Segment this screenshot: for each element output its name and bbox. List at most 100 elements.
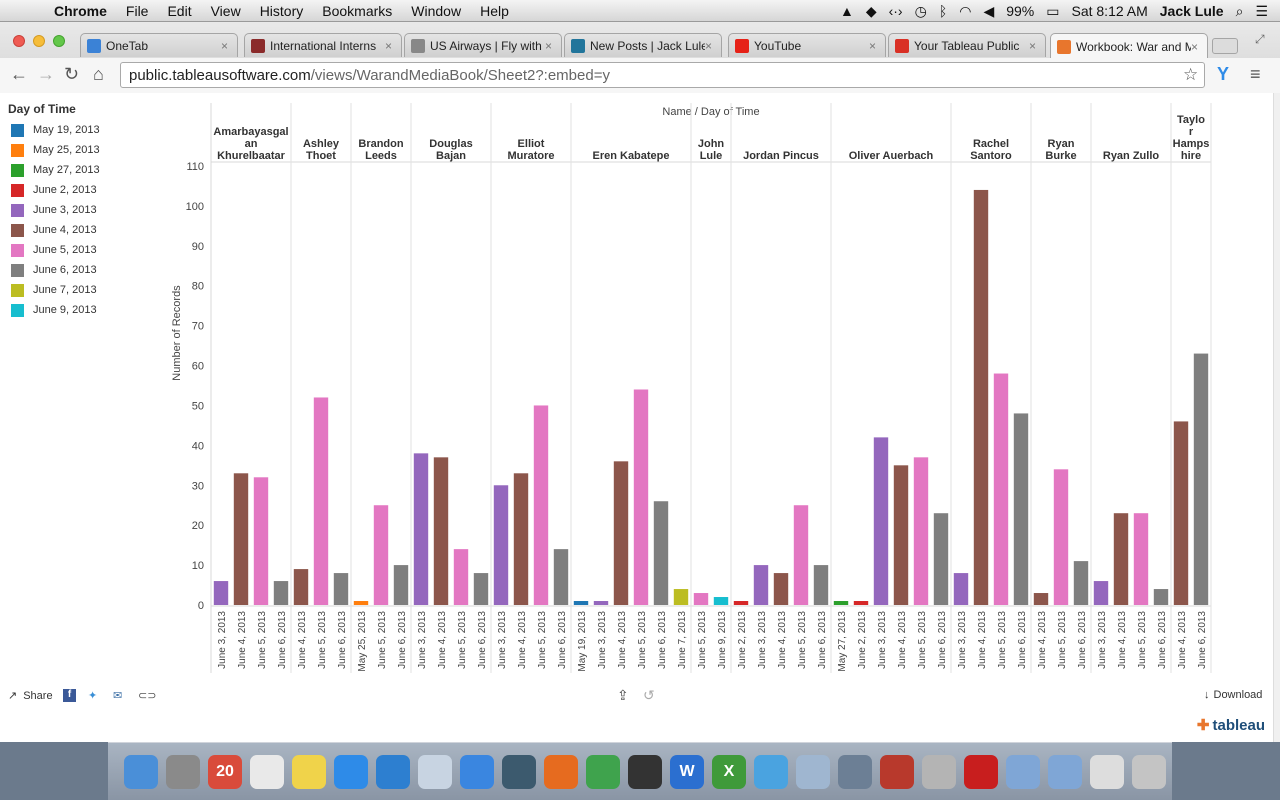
home-icon[interactable]: ⌂: [93, 64, 104, 84]
code-icon[interactable]: ‹·›: [888, 3, 903, 19]
forward-icon[interactable]: →: [37, 64, 55, 84]
bar[interactable]: [853, 601, 869, 605]
bar[interactable]: [973, 189, 989, 605]
link-icon[interactable]: ⊂⊃: [138, 690, 157, 702]
close-window-button[interactable]: [13, 35, 25, 47]
bar[interactable]: [1073, 561, 1089, 605]
user-name[interactable]: Jack Lule: [1159, 3, 1224, 19]
bar[interactable]: [1013, 413, 1029, 605]
tableau-logo[interactable]: ✚ tableau: [1197, 716, 1265, 734]
clock[interactable]: Sat 8:12 AM: [1071, 3, 1148, 19]
bar[interactable]: [913, 457, 929, 605]
folder-icon[interactable]: [1006, 754, 1040, 789]
spotlight-icon[interactable]: ⌕: [1235, 2, 1244, 19]
notification-center-icon[interactable]: ☰: [1255, 2, 1268, 19]
trash-icon[interactable]: [1132, 754, 1166, 789]
tab-close-icon[interactable]: ×: [385, 38, 393, 53]
bar[interactable]: [793, 505, 809, 605]
photo-booth-icon[interactable]: [880, 754, 914, 789]
bar[interactable]: [513, 473, 529, 605]
export-icon[interactable]: ⇪: [617, 687, 629, 703]
bar[interactable]: [313, 397, 329, 605]
bar[interactable]: [233, 473, 249, 605]
browser-tab[interactable]: YouTube ×: [728, 33, 886, 57]
new-tab-button[interactable]: [1212, 38, 1238, 54]
legend-item[interactable]: May 27, 2013: [8, 160, 168, 180]
finder-icon[interactable]: [124, 754, 158, 789]
menu-app-chrome[interactable]: Chrome: [54, 2, 107, 19]
legend-item[interactable]: June 7, 2013: [8, 280, 168, 300]
tab-close-icon[interactable]: ×: [1191, 39, 1199, 54]
bar[interactable]: [613, 461, 629, 605]
bar[interactable]: [713, 597, 729, 605]
tab-close-icon[interactable]: ×: [221, 38, 229, 53]
documents-folder-icon[interactable]: [1048, 754, 1082, 789]
bar[interactable]: [253, 477, 269, 605]
tab-close-icon[interactable]: ×: [705, 38, 713, 53]
time-machine-icon[interactable]: [502, 754, 536, 789]
chrome-icon[interactable]: [586, 754, 620, 789]
wifi-icon[interactable]: ◠: [959, 2, 972, 19]
tab-close-icon[interactable]: ×: [1029, 38, 1037, 53]
browser-tab[interactable]: US Airways | Fly with ×: [404, 33, 562, 57]
tab-close-icon[interactable]: ×: [545, 38, 553, 53]
revert-icon[interactable]: ↺: [643, 687, 655, 703]
bar[interactable]: [413, 453, 429, 605]
bar[interactable]: [1133, 513, 1149, 605]
itunes-icon[interactable]: [460, 754, 494, 789]
bluetooth-icon[interactable]: ᛒ: [938, 3, 948, 19]
browser-tab[interactable]: International Interns ×: [244, 33, 402, 57]
bar[interactable]: [753, 565, 769, 605]
bar[interactable]: [393, 565, 409, 605]
bar[interactable]: [373, 505, 389, 605]
excel-icon[interactable]: X: [712, 754, 746, 789]
bar[interactable]: [1053, 469, 1069, 605]
safari-icon[interactable]: [754, 754, 788, 789]
download-button[interactable]: ↓ Download: [1204, 689, 1262, 701]
zoom-window-button[interactable]: [53, 35, 65, 47]
reload-icon[interactable]: ↻: [64, 64, 80, 84]
facebook-icon[interactable]: f: [63, 689, 76, 702]
reminders-icon[interactable]: [250, 754, 284, 789]
mail-icon[interactable]: [418, 754, 452, 789]
email-icon[interactable]: ✉: [113, 690, 123, 702]
bar[interactable]: [933, 513, 949, 605]
bar[interactable]: [593, 601, 609, 605]
downloads-stack-icon[interactable]: [1090, 754, 1124, 789]
installer-icon[interactable]: [922, 754, 956, 789]
bar[interactable]: [993, 373, 1009, 605]
fullscreen-icon[interactable]: ⤢: [1255, 32, 1265, 46]
bar[interactable]: [1093, 581, 1109, 605]
battery-icon[interactable]: ▭: [1046, 2, 1060, 19]
volume-icon[interactable]: ◀: [983, 2, 995, 19]
menu-help[interactable]: Help: [480, 2, 509, 19]
chrome-menu-icon[interactable]: ≡: [1250, 64, 1261, 84]
legend-item[interactable]: June 4, 2013: [8, 220, 168, 240]
bar[interactable]: [833, 601, 849, 605]
browser-tab[interactable]: OneTab ×: [80, 33, 238, 57]
iphoto-icon[interactable]: [838, 754, 872, 789]
browser-tab[interactable]: New Posts | Jack Lule ×: [564, 33, 722, 57]
tab-close-icon[interactable]: ×: [869, 38, 877, 53]
bar[interactable]: [473, 573, 489, 605]
menu-bookmarks[interactable]: Bookmarks: [322, 2, 393, 19]
bar[interactable]: [873, 437, 889, 605]
google-drive-icon[interactable]: ▲: [839, 3, 854, 19]
launchpad-icon[interactable]: [166, 754, 200, 789]
legend-item[interactable]: June 9, 2013: [8, 300, 168, 320]
minimize-window-button[interactable]: [33, 35, 45, 47]
menu-history[interactable]: History: [259, 2, 304, 19]
bar[interactable]: [573, 601, 589, 605]
bar[interactable]: [673, 589, 689, 605]
battery-percent[interactable]: 99%: [1006, 3, 1035, 19]
app-store-icon[interactable]: [334, 754, 368, 789]
address-bar[interactable]: public.tableausoftware.com/views/WarandM…: [120, 62, 1205, 88]
final-cut-icon[interactable]: [628, 754, 662, 789]
bar[interactable]: [493, 485, 509, 605]
bar[interactable]: [333, 573, 349, 605]
menu-edit[interactable]: Edit: [167, 2, 192, 19]
bar[interactable]: [1153, 589, 1169, 605]
legend-item[interactable]: June 6, 2013: [8, 260, 168, 280]
legend-item[interactable]: June 3, 2013: [8, 200, 168, 220]
menu-file[interactable]: File: [125, 2, 149, 19]
